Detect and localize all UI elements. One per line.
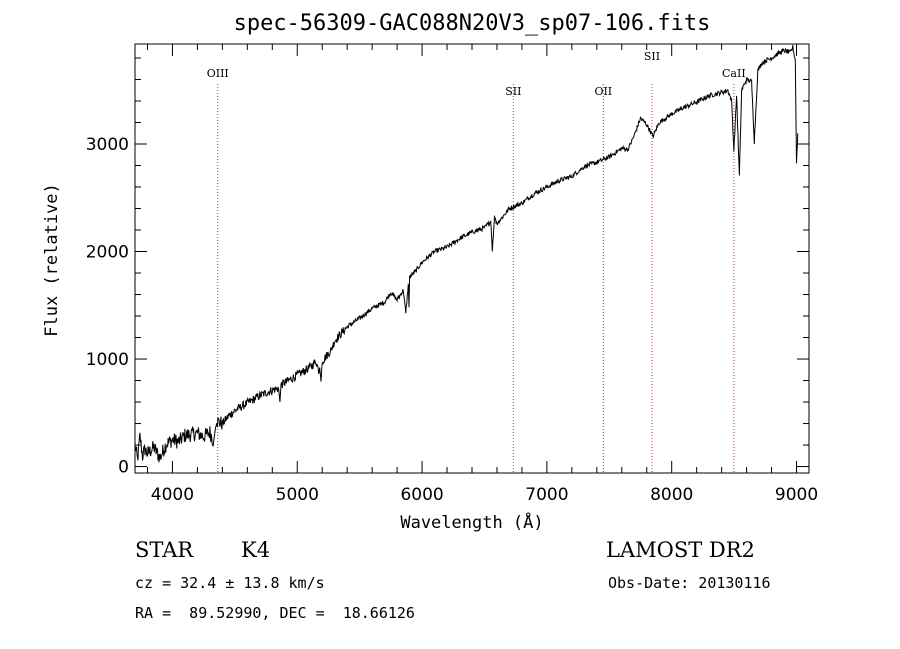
object-class: STAR <box>135 538 194 562</box>
axis-ticks: 4000 5000 6000 7000 8000 9000 0 1000 2000 3000 <box>86 44 818 505</box>
plot-frame <box>134 43 810 474</box>
y-axis-label: Flux (relative) <box>42 183 62 337</box>
line-marker-label: SII <box>505 85 521 98</box>
redshift-velocity: cz = 32.4 ± 13.8 km/s <box>135 574 325 592</box>
line-marker-label: CaII <box>722 67 746 80</box>
y-tick-label: 0 <box>118 458 129 478</box>
line-marker-label: OIII <box>207 67 229 80</box>
x-tick-label: 4000 <box>151 485 194 505</box>
x-tick-label: 5000 <box>276 485 319 505</box>
emission-line-markers: OIII SII OII SII CaII <box>207 50 746 473</box>
y-tick-label: 3000 <box>86 135 129 155</box>
x-tick-label: 8000 <box>650 485 693 505</box>
observation-date: Obs-Date: 20130116 <box>608 574 771 592</box>
y-tick-label: 1000 <box>86 350 129 370</box>
x-tick-label: 6000 <box>400 485 443 505</box>
line-marker-label: SII <box>644 50 660 63</box>
line-marker-label: OII <box>594 85 612 98</box>
object-subclass: K4 <box>241 538 271 562</box>
chart-title: spec-56309-GAC088N20V3_sp07-106.fits <box>234 11 711 36</box>
x-tick-label: 7000 <box>525 485 568 505</box>
x-tick-label: 9000 <box>775 485 818 505</box>
survey-name: LAMOST DR2 <box>606 538 755 562</box>
spectrum-line <box>134 45 799 463</box>
y-tick-label: 2000 <box>86 243 129 263</box>
x-axis-label: Wavelength (Å) <box>400 511 543 533</box>
coordinates: RA = 89.52990, DEC = 18.66126 <box>135 604 415 622</box>
